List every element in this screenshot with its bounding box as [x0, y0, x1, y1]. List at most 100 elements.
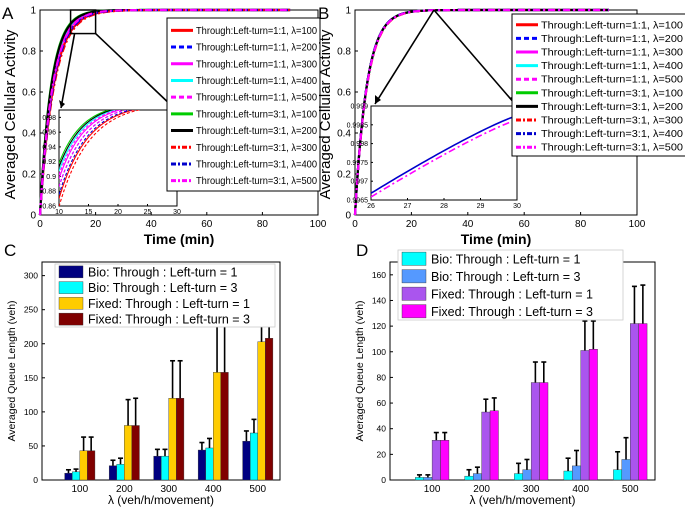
x-tick-label: 0 — [37, 219, 43, 230]
inset-x-tick-label: 20 — [114, 209, 122, 216]
y-tick-label: 0 — [381, 475, 386, 485]
inset-curves — [59, 110, 141, 206]
x-axis-label: λ (veh/h/movement) — [108, 493, 214, 507]
bar — [464, 475, 474, 481]
panel-d: 0 20 40 60 80 100 120 140 160 100 200 300 400 500 λ (v… — [354, 241, 656, 507]
inset-plot-area — [58, 109, 178, 207]
legend-label: Through:Left-turn=3:1, λ=400 — [196, 159, 317, 170]
bar — [522, 469, 532, 481]
bar — [481, 411, 491, 481]
x-axis-label: λ (veh/h/movement) — [469, 493, 575, 507]
panel-label: C — [4, 241, 16, 260]
inset-y-tick-label: 0.94 — [42, 144, 56, 151]
legend-label: Through:Left-turn=3:1, λ=500 — [196, 176, 317, 187]
panel-label: B — [318, 4, 329, 23]
legend-label: Through:Left-turn=3:1, λ=200 — [541, 102, 683, 113]
y-tick-label: 0.4 — [337, 129, 351, 140]
legend-swatch — [401, 251, 427, 266]
legend-label: Through:Left-turn=1:1, λ=500 — [541, 75, 683, 86]
x-tick-label: 100 — [424, 484, 441, 495]
legend-label: Through:Left-turn=1:1, λ=300 — [541, 48, 683, 59]
legend-label: Bio: Through : Left-turn = 3 — [88, 281, 238, 295]
arrow-head — [375, 95, 381, 104]
x-tick-label: 100 — [629, 219, 646, 230]
y-tick-label: 80 — [377, 372, 387, 382]
x-tick-label: 60 — [519, 219, 531, 230]
legend-swatch — [58, 312, 84, 326]
legend: Through:Left-turn=1:1, λ=100 Through:Left… — [511, 13, 685, 157]
y-tick-label: 0.2 — [22, 170, 36, 181]
inset-y-tick-label: 0.999 — [350, 104, 368, 111]
inset-series-line — [59, 110, 114, 168]
panel-a: 0 20 40 60 80 100 0 0.2 0.4 0.6 0.8 1 Time (min) Aver… — [2, 4, 327, 247]
legend-label: Through:Left-turn=1:1, λ=500 — [196, 93, 317, 104]
bar — [108, 465, 117, 481]
legend-swatch — [401, 304, 427, 319]
legend-label: Through:Left-turn=1:1, λ=100 — [541, 20, 683, 31]
inset-plot-area — [370, 105, 518, 201]
y-tick-label: 0 — [345, 211, 351, 222]
y-tick-label: 20 — [377, 449, 387, 459]
y-tick-label: 0 — [33, 475, 38, 485]
inset-y-tick-label: 0.88 — [42, 189, 56, 196]
inset-series-line — [371, 119, 517, 198]
x-tick-label: 500 — [622, 484, 639, 495]
legend-box — [166, 17, 321, 192]
x-tick-label: 300 — [160, 484, 177, 495]
x-tick-label: 200 — [116, 484, 133, 495]
bar — [64, 472, 73, 481]
bar — [153, 455, 162, 481]
y-tick-label: 200 — [24, 339, 38, 349]
inset-curves — [371, 115, 517, 198]
legend-label: Through:Left-turn=3:1, λ=100 — [541, 88, 683, 99]
legend: Through:Left-turn=1:1, λ=100 Through:Left… — [166, 17, 321, 192]
y-tick-label: 1 — [30, 6, 36, 17]
inset-y-tick-label: 0.92 — [42, 159, 56, 166]
inset-series-line — [59, 110, 141, 206]
legend-label: Through:Left-turn=1:1, λ=300 — [196, 59, 317, 70]
panel-c: 0 50 100 150 200 250 300 100 200 300 400 500 λ (veh/… — [4, 241, 281, 507]
bar — [242, 440, 251, 481]
inset-x-tick-label: 10 — [55, 209, 63, 216]
bar — [79, 450, 88, 481]
bar — [613, 469, 623, 481]
bar — [249, 432, 258, 481]
bar — [415, 477, 424, 481]
legend-swatch — [58, 281, 84, 294]
y-axis-label: Averaged Queue Length (veh) — [6, 300, 18, 441]
legend-label: Fixed: Through : Left-turn = 3 — [431, 305, 593, 319]
x-tick-label: 60 — [201, 219, 213, 230]
legend-label: Bio: Through : Left-turn = 1 — [88, 265, 238, 279]
bar — [205, 447, 214, 481]
bar — [423, 477, 433, 481]
x-tick-label: 200 — [473, 484, 490, 495]
legend-label: Through:Left-turn=3:1, λ=200 — [196, 126, 317, 137]
inset-x-tick-label: 26 — [367, 203, 375, 210]
bar — [489, 410, 499, 481]
x-tick-label: 500 — [249, 484, 266, 495]
y-tick-label: 100 — [372, 347, 386, 357]
y-tick-label: 300 — [24, 271, 38, 281]
legend-label: Fixed: Through : Left-turn = 1 — [431, 287, 593, 301]
bar — [116, 464, 125, 481]
bar — [514, 473, 523, 481]
legend-label: Bio: Through : Left-turn = 3 — [431, 270, 581, 284]
legend-label: Through:Left-turn=1:1, λ=200 — [541, 34, 683, 45]
zoom-arrow-right — [95, 32, 175, 109]
inset-y-tick-label: 0.9975 — [347, 160, 369, 167]
bar — [220, 372, 229, 481]
inset-series-line — [371, 115, 517, 194]
bar — [161, 455, 169, 481]
legend-label: Through:Left-turn=1:1, λ=400 — [196, 76, 317, 87]
x-axis-label: Time (min) — [144, 231, 215, 247]
inset-series-line — [59, 110, 122, 179]
bar — [473, 473, 482, 481]
panel-b: 0 20 40 60 80 100 0 0.2 0.4 0.6 0.8 1 Time (min) Aver… — [317, 4, 685, 247]
x-tick-label: 20 — [406, 219, 418, 230]
bar — [530, 382, 540, 481]
y-tick-label: 50 — [29, 441, 39, 451]
x-tick-label: 300 — [523, 484, 540, 495]
legend: Bio: Through : Left-turn = 1 Bio: Through… — [397, 249, 624, 321]
legend-swatch — [401, 269, 427, 284]
inset-y-tick-label: 0.997 — [350, 179, 368, 186]
